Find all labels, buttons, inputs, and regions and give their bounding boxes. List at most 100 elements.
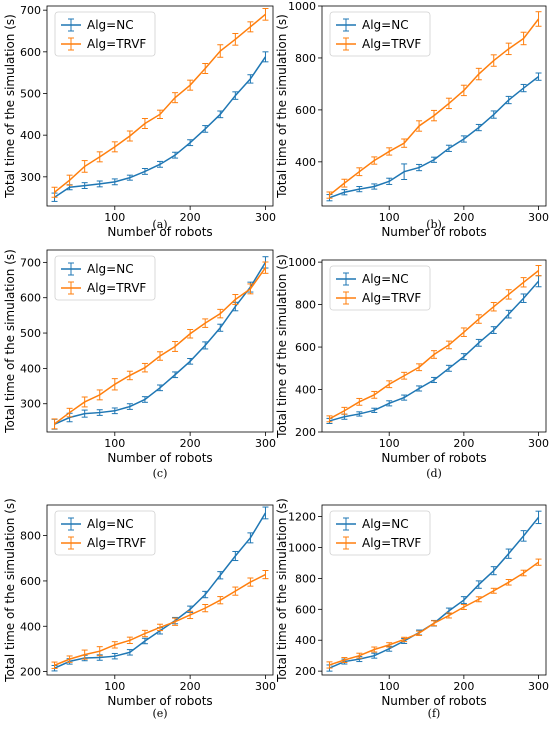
chart-3-series-0-errorbar <box>431 376 437 384</box>
chart-1-legend-box <box>329 11 431 57</box>
chart-2-series-1-errorbar <box>187 329 194 339</box>
chart-4-series-0-errorbar <box>111 652 118 660</box>
chart-5-series-0-errorbar <box>490 566 497 576</box>
chart-3-series-1-errorbar <box>371 390 378 399</box>
chart-3-legend-box <box>329 265 431 311</box>
chart-1-series-1-errorbar <box>341 178 348 188</box>
chart-2-series-1-errorbar <box>172 341 179 352</box>
chart-2-series-1-errorbar <box>217 308 224 319</box>
chart-2-series-0-errorbar <box>202 341 209 350</box>
chart-2-legend-box <box>54 255 156 301</box>
chart-3-series-0 <box>326 275 542 425</box>
chart-1-series-0-errorbar <box>431 156 437 163</box>
chart-5-series-1-errorbar <box>326 661 333 669</box>
chart-2-ylabel: Total time of the simulation (s) <box>3 249 17 434</box>
chart-2-series-1-errorbar <box>262 261 269 274</box>
chart-4-xtick-label: 300 <box>255 680 276 693</box>
chart-5-caption: (f) <box>428 707 441 720</box>
chart-4-series-1-line <box>54 573 266 666</box>
chart-1-ytick-label: 600 <box>295 104 316 117</box>
chart-0-series-1 <box>51 8 269 198</box>
chart-0-series-0-errorbar <box>202 125 209 133</box>
chart-0-ylabel: Total time of the simulation (s) <box>3 14 17 199</box>
chart-3-ytick-label: 400 <box>295 384 316 397</box>
chart-3-series-1-errorbar <box>386 380 393 389</box>
chart-2-xtick-label: 200 <box>180 437 201 450</box>
chart-0-series-1-errorbar <box>262 8 269 21</box>
chart-1-series-1-errorbar <box>460 84 467 97</box>
chart-4-series-1-errorbar <box>126 636 133 644</box>
chart-0-series-0-errorbar <box>81 182 88 189</box>
chart-4-xtick-label: 200 <box>180 680 201 693</box>
chart-1-series-1-errorbar <box>535 11 542 27</box>
chart-4-ytick-label: 600 <box>20 575 41 588</box>
chart-0-series-1-errorbar <box>247 21 254 33</box>
chart-0-series-1-errorbar <box>187 79 194 91</box>
chart-1-series-0-errorbar <box>371 183 378 190</box>
chart-3-caption: (d) <box>426 467 442 480</box>
chart-3-ylabel: Total time of the simulation (s) <box>275 254 289 439</box>
chart-1-xlabel: Number of robots <box>381 225 486 239</box>
chart-1-series-0-errorbar <box>416 163 423 172</box>
chart-0-series-1-errorbar <box>66 174 73 186</box>
chart-4-series-1-errorbar <box>217 596 224 605</box>
chart-3-legend-key-0 <box>336 272 356 286</box>
chart-5-series-1-errorbar <box>371 646 378 653</box>
chart-5-series-0-errorbar <box>520 530 527 542</box>
chart-4-legend-label-0: Alg=NC <box>87 517 134 531</box>
chart-1-series-0-errorbar <box>490 110 497 119</box>
chart-5-xtick-label: 200 <box>453 680 474 693</box>
chart-1-series-1-errorbar <box>356 167 363 177</box>
chart-1-series-1-errorbar <box>505 42 512 56</box>
chart-1-legend-label-0: Alg=NC <box>362 18 409 32</box>
chart-5-ytick-label: 1200 <box>288 511 316 524</box>
chart-0-caption: (a) <box>152 218 167 231</box>
chart-2-series-1-errorbar <box>81 396 88 408</box>
chart-0-legend-key-0 <box>61 18 81 32</box>
chart-1-legend-key-1 <box>336 37 356 51</box>
chart-3-legend-label-0: Alg=NC <box>362 272 409 286</box>
chart-2-series-1-errorbar <box>111 378 118 391</box>
chart-3-series-1-errorbar <box>475 314 482 324</box>
chart-3-series-0-errorbar <box>386 400 393 407</box>
chart-3-series-1-errorbar <box>401 371 408 380</box>
chart-3-xtick-label: 100 <box>379 437 400 450</box>
chart-4-series-1-errorbar <box>202 604 209 613</box>
chart-3-series-0-errorbar <box>505 309 512 319</box>
chart-3-series-1-errorbar <box>431 350 437 359</box>
chart-1-xtick-label: 200 <box>453 211 474 224</box>
chart-1-series-0-errorbar <box>460 135 467 143</box>
chart-2-series-0-errorbar <box>81 409 88 418</box>
chart-0-xlabel: Number of robots <box>107 225 212 239</box>
chart-2-legend-label-1: Alg=TRVF <box>87 281 146 295</box>
chart-0-xtick-label: 300 <box>255 211 276 224</box>
chart-2-series-0-errorbar <box>126 403 133 410</box>
chart-2-ytick-label: 300 <box>20 398 41 411</box>
chart-0-ytick-label: 700 <box>20 4 41 17</box>
chart-2-xtick-label: 100 <box>104 437 125 450</box>
chart-0-legend-box <box>54 11 156 57</box>
chart-5-legend: Alg=NC Alg=TRVF <box>329 510 431 556</box>
chart-0-series-1-errorbar <box>126 130 133 142</box>
chart-5-xtick-label: 300 <box>528 680 549 693</box>
chart-3-series-1-errorbar <box>416 363 423 372</box>
chart-2-series-0-errorbar <box>157 384 163 392</box>
chart-4-series-0-errorbar <box>202 590 209 599</box>
chart-0-legend: Alg=NC Alg=TRVF <box>54 11 156 57</box>
chart-0-series-0-errorbar <box>172 151 179 159</box>
chart-3-series-1-errorbar <box>445 340 452 350</box>
chart-2-legend-label-0: Alg=NC <box>87 262 134 276</box>
chart-3-ytick-label: 200 <box>295 426 316 439</box>
chart-4-series-1-errorbar <box>96 646 103 657</box>
chart-2-series-1-errorbar <box>202 318 209 328</box>
chart-1-ytick-label: 1000 <box>288 0 316 13</box>
chart-4-ytick-label: 200 <box>20 666 41 679</box>
chart-3-series-1-errorbar <box>505 289 512 300</box>
chart-2-series-0-errorbar <box>217 323 224 332</box>
chart-3-ytick-label: 1000 <box>288 256 316 269</box>
chart-1-series-1-errorbar <box>490 54 497 67</box>
chart-0-series-1-errorbar <box>141 118 148 129</box>
chart-3-series-0-errorbar <box>520 293 527 303</box>
chart-3-xtick-label: 200 <box>453 437 474 450</box>
chart-2-series-1-errorbar <box>96 389 103 401</box>
